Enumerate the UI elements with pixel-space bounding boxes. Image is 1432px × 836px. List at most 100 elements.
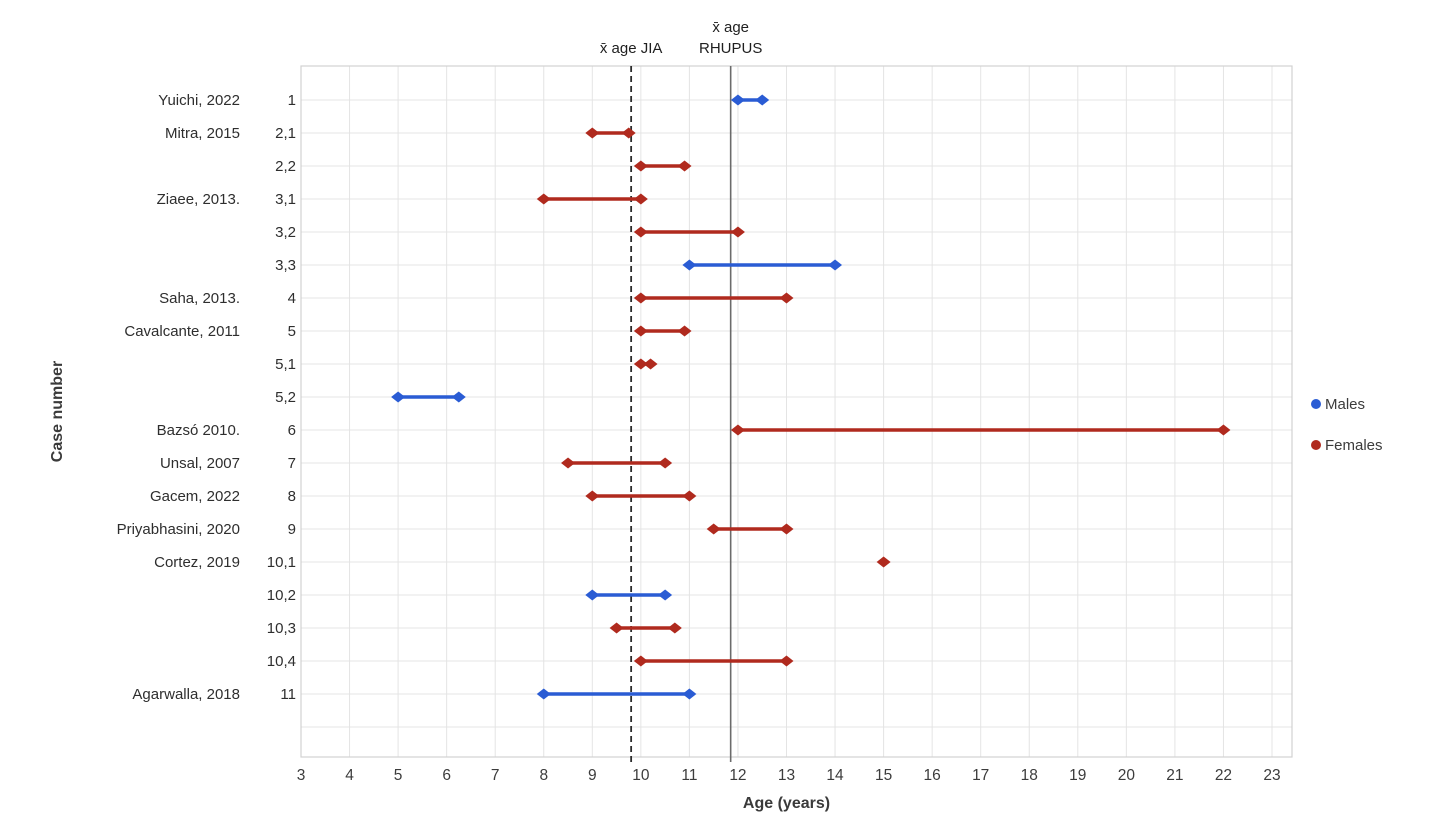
row-case-label: 3,2 (275, 224, 296, 241)
range-start-marker (633, 358, 648, 370)
x-tick-label: 12 (729, 767, 746, 784)
range-start-marker (561, 457, 576, 469)
range-start-marker (536, 193, 551, 205)
x-tick-label: 21 (1166, 767, 1183, 784)
x-tick-label: 13 (778, 767, 795, 784)
x-tick-label: 7 (491, 767, 500, 784)
row-case-label: 3,3 (275, 257, 296, 274)
row-case-label: 10,4 (267, 653, 296, 670)
row-author-label: Yuichi, 2022 (158, 92, 240, 109)
range-start-marker (730, 94, 745, 106)
range-end-marker (677, 325, 692, 337)
range-end-marker (643, 358, 658, 370)
x-tick-label: 19 (1069, 767, 1086, 784)
row-author-label: Ziaee, 2013. (157, 191, 240, 208)
x-tick-label: 23 (1263, 767, 1280, 784)
range-start-marker (633, 292, 648, 304)
range-end-marker (682, 688, 697, 700)
x-tick-label: 5 (394, 767, 403, 784)
reference-line-label-mean-age-rhupus: x̄ age (712, 19, 749, 36)
row-author-label: Saha, 2013. (159, 290, 240, 307)
range-start-marker (585, 127, 600, 139)
row-case-label: 4 (288, 290, 296, 307)
range-end-marker (779, 523, 794, 535)
row-author-label: Bazsó 2010. (157, 422, 240, 439)
range-end-marker (667, 622, 682, 634)
x-tick-label: 4 (345, 767, 354, 784)
range-start-marker (633, 160, 648, 172)
range-start-marker (876, 556, 891, 568)
range-start-marker (706, 523, 721, 535)
range-end-marker (755, 94, 770, 106)
x-tick-label: 3 (297, 767, 306, 784)
row-case-label: 3,1 (275, 191, 296, 208)
x-tick-label: 6 (442, 767, 451, 784)
range-end-marker (633, 193, 648, 205)
row-case-label: 2,2 (275, 158, 296, 175)
range-end-marker (1216, 424, 1231, 436)
legend-females-label: Females (1325, 437, 1383, 454)
range-end-marker (451, 391, 466, 403)
row-case-label: 6 (288, 422, 296, 439)
range-start-marker (609, 622, 624, 634)
reference-line-label-mean-age-rhupus: RHUPUS (699, 40, 762, 57)
range-start-marker (391, 391, 406, 403)
row-case-label: 10,1 (267, 554, 296, 571)
row-author-label: Cavalcante, 2011 (124, 323, 240, 340)
x-tick-label: 10 (632, 767, 650, 784)
range-start-marker (730, 424, 745, 436)
row-case-label: 11 (280, 686, 296, 703)
x-tick-label: 17 (972, 767, 989, 784)
row-case-label: 5,2 (275, 389, 296, 406)
x-tick-label: 11 (681, 767, 697, 784)
x-tick-label: 14 (826, 767, 844, 784)
row-author-label: Gacem, 2022 (150, 488, 240, 505)
row-case-label: 1 (288, 92, 296, 109)
row-author-label: Cortez, 2019 (154, 554, 240, 571)
range-start-marker (585, 589, 600, 601)
reference-line-label-mean-age-jia: x̄ age JIA (600, 40, 663, 57)
x-tick-label: 15 (875, 767, 892, 784)
range-start-marker (682, 259, 697, 271)
range-end-marker (658, 457, 673, 469)
legend-females-dot-icon (1311, 440, 1321, 450)
x-tick-label: 20 (1118, 767, 1136, 784)
row-author-label: Agarwalla, 2018 (132, 686, 240, 703)
x-tick-label: 8 (539, 767, 548, 784)
x-tick-label: 18 (1021, 767, 1038, 784)
range-end-marker (779, 655, 794, 667)
row-author-label: Priyabhasini, 2020 (117, 521, 240, 538)
x-tick-label: 16 (924, 767, 941, 784)
range-end-marker (621, 127, 636, 139)
row-case-label: 2,1 (275, 125, 296, 142)
row-case-label: 5,1 (275, 356, 296, 373)
range-end-marker (730, 226, 745, 238)
row-case-label: 10,2 (267, 587, 296, 604)
row-case-label: 7 (288, 455, 296, 472)
row-author-label: Mitra, 2015 (165, 125, 240, 142)
x-axis-title: Age (years) (743, 795, 830, 812)
row-case-label: 9 (288, 521, 296, 538)
legend-males-dot-icon (1311, 399, 1321, 409)
range-start-marker (633, 655, 648, 667)
range-end-marker (677, 160, 692, 172)
y-axis-title: Case number (49, 361, 66, 462)
range-start-marker (633, 226, 648, 238)
plot-border (300, 65, 1293, 758)
range-end-marker (658, 589, 673, 601)
row-case-label: 8 (288, 488, 296, 505)
row-case-label: 5 (288, 323, 296, 340)
x-tick-label: 9 (588, 767, 597, 784)
range-end-marker (779, 292, 794, 304)
row-case-label: 10,3 (267, 620, 296, 637)
range-end-marker (682, 490, 697, 502)
legend-males-label: Males (1325, 396, 1365, 413)
range-start-marker (585, 490, 600, 502)
x-tick-label: 22 (1215, 767, 1232, 784)
range-start-marker (633, 325, 648, 337)
range-end-marker (828, 259, 843, 271)
range-start-marker (536, 688, 551, 700)
row-author-label: Unsal, 2007 (160, 455, 240, 472)
